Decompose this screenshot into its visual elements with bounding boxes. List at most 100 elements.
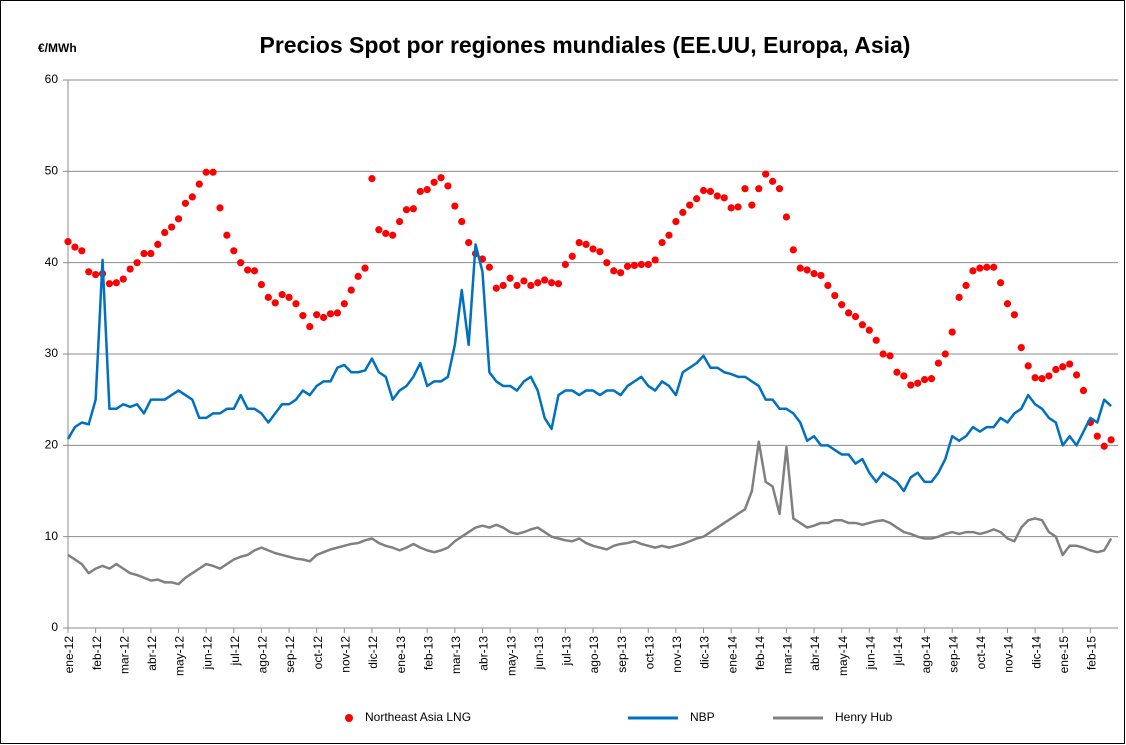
chart-title: Precios Spot por regiones mundiales (EE.… bbox=[260, 32, 911, 58]
x-tick-label: sep-14 bbox=[946, 636, 960, 673]
data-point bbox=[1059, 363, 1067, 371]
data-point bbox=[983, 263, 991, 271]
data-point bbox=[727, 204, 735, 212]
data-point bbox=[499, 281, 507, 290]
legend-label: Northeast Asia LNG bbox=[365, 710, 471, 724]
y-tick-label: 0 bbox=[51, 620, 58, 634]
data-point bbox=[969, 267, 977, 275]
data-point bbox=[389, 231, 397, 239]
x-tick-label: ago-14 bbox=[919, 636, 933, 674]
x-tick-label: mar-13 bbox=[449, 636, 463, 674]
data-point bbox=[817, 271, 825, 280]
data-point bbox=[603, 259, 611, 267]
data-point bbox=[1052, 365, 1060, 374]
data-point bbox=[879, 350, 887, 358]
data-point bbox=[458, 217, 466, 226]
data-point bbox=[996, 279, 1005, 287]
data-point bbox=[589, 245, 597, 253]
data-point bbox=[444, 182, 452, 190]
x-tick-label: sep-12 bbox=[283, 636, 297, 673]
data-point bbox=[168, 223, 176, 231]
data-point bbox=[865, 326, 873, 334]
data-point bbox=[202, 168, 210, 176]
data-point bbox=[326, 310, 335, 318]
data-point bbox=[112, 279, 120, 287]
x-tick-label: may-12 bbox=[173, 636, 187, 676]
data-point bbox=[402, 206, 411, 214]
x-tick-label: sep-13 bbox=[615, 636, 629, 673]
data-point bbox=[575, 238, 583, 247]
data-point bbox=[934, 359, 942, 367]
data-point bbox=[706, 187, 715, 196]
data-point bbox=[658, 238, 666, 247]
data-point bbox=[1038, 375, 1046, 383]
data-point bbox=[230, 247, 238, 255]
data-point bbox=[672, 217, 680, 226]
data-point bbox=[161, 228, 169, 237]
x-tick-label: feb-15 bbox=[1085, 636, 1099, 670]
data-point bbox=[554, 280, 563, 288]
data-point bbox=[769, 177, 777, 185]
data-point bbox=[803, 266, 811, 274]
data-point bbox=[223, 231, 231, 239]
data-point bbox=[762, 170, 770, 178]
series-line bbox=[67, 440, 1113, 586]
data-point bbox=[174, 215, 183, 223]
x-tick-label: jul-14 bbox=[891, 636, 905, 667]
data-point bbox=[209, 168, 217, 176]
data-point bbox=[1003, 300, 1012, 308]
data-point bbox=[1024, 362, 1032, 370]
y-axis-label: €/MWh bbox=[38, 41, 77, 55]
data-point bbox=[154, 240, 162, 248]
series-line bbox=[66, 243, 1112, 493]
x-tick-label: jul-13 bbox=[560, 636, 574, 667]
x-tick-label: abr-12 bbox=[145, 636, 159, 671]
data-point bbox=[244, 266, 252, 274]
data-point bbox=[665, 231, 673, 239]
data-point bbox=[1093, 432, 1101, 440]
data-point bbox=[319, 313, 328, 322]
data-point bbox=[71, 243, 79, 251]
data-point bbox=[775, 185, 784, 193]
data-point bbox=[347, 286, 355, 294]
data-point bbox=[920, 375, 929, 384]
x-tick-label: abr-14 bbox=[808, 636, 822, 671]
x-tick-label: mar-14 bbox=[781, 636, 795, 674]
data-point bbox=[637, 260, 645, 269]
data-point bbox=[713, 192, 721, 200]
data-point bbox=[520, 277, 528, 285]
data-point bbox=[948, 328, 956, 336]
data-point bbox=[119, 275, 127, 283]
data-point bbox=[1045, 372, 1053, 380]
x-tick-label: ago-12 bbox=[256, 636, 270, 674]
data-point bbox=[699, 186, 708, 195]
data-point bbox=[1072, 371, 1081, 379]
data-point bbox=[85, 268, 93, 276]
data-point bbox=[465, 238, 473, 247]
data-point bbox=[541, 276, 549, 284]
data-point bbox=[561, 260, 569, 269]
x-tick-label: feb-13 bbox=[421, 636, 435, 670]
x-tick-label: oct-13 bbox=[642, 636, 656, 670]
data-point bbox=[250, 267, 259, 275]
x-tick-label: ene-15 bbox=[1057, 636, 1071, 674]
x-tick-label: may-14 bbox=[836, 636, 850, 676]
data-point bbox=[679, 208, 687, 217]
data-point bbox=[623, 262, 632, 270]
x-tick-label: ene-12 bbox=[62, 636, 76, 674]
data-point bbox=[858, 321, 867, 329]
data-point bbox=[382, 229, 390, 238]
x-tick-label: nov-14 bbox=[1002, 636, 1016, 673]
data-point bbox=[900, 372, 908, 380]
data-point bbox=[568, 252, 576, 260]
data-point bbox=[644, 260, 652, 269]
data-point bbox=[582, 240, 590, 248]
data-point bbox=[596, 248, 604, 256]
data-point bbox=[430, 178, 438, 186]
data-point bbox=[285, 293, 293, 301]
data-point bbox=[610, 267, 618, 275]
x-tick-label: feb-12 bbox=[90, 636, 104, 670]
data-point bbox=[1079, 386, 1088, 395]
